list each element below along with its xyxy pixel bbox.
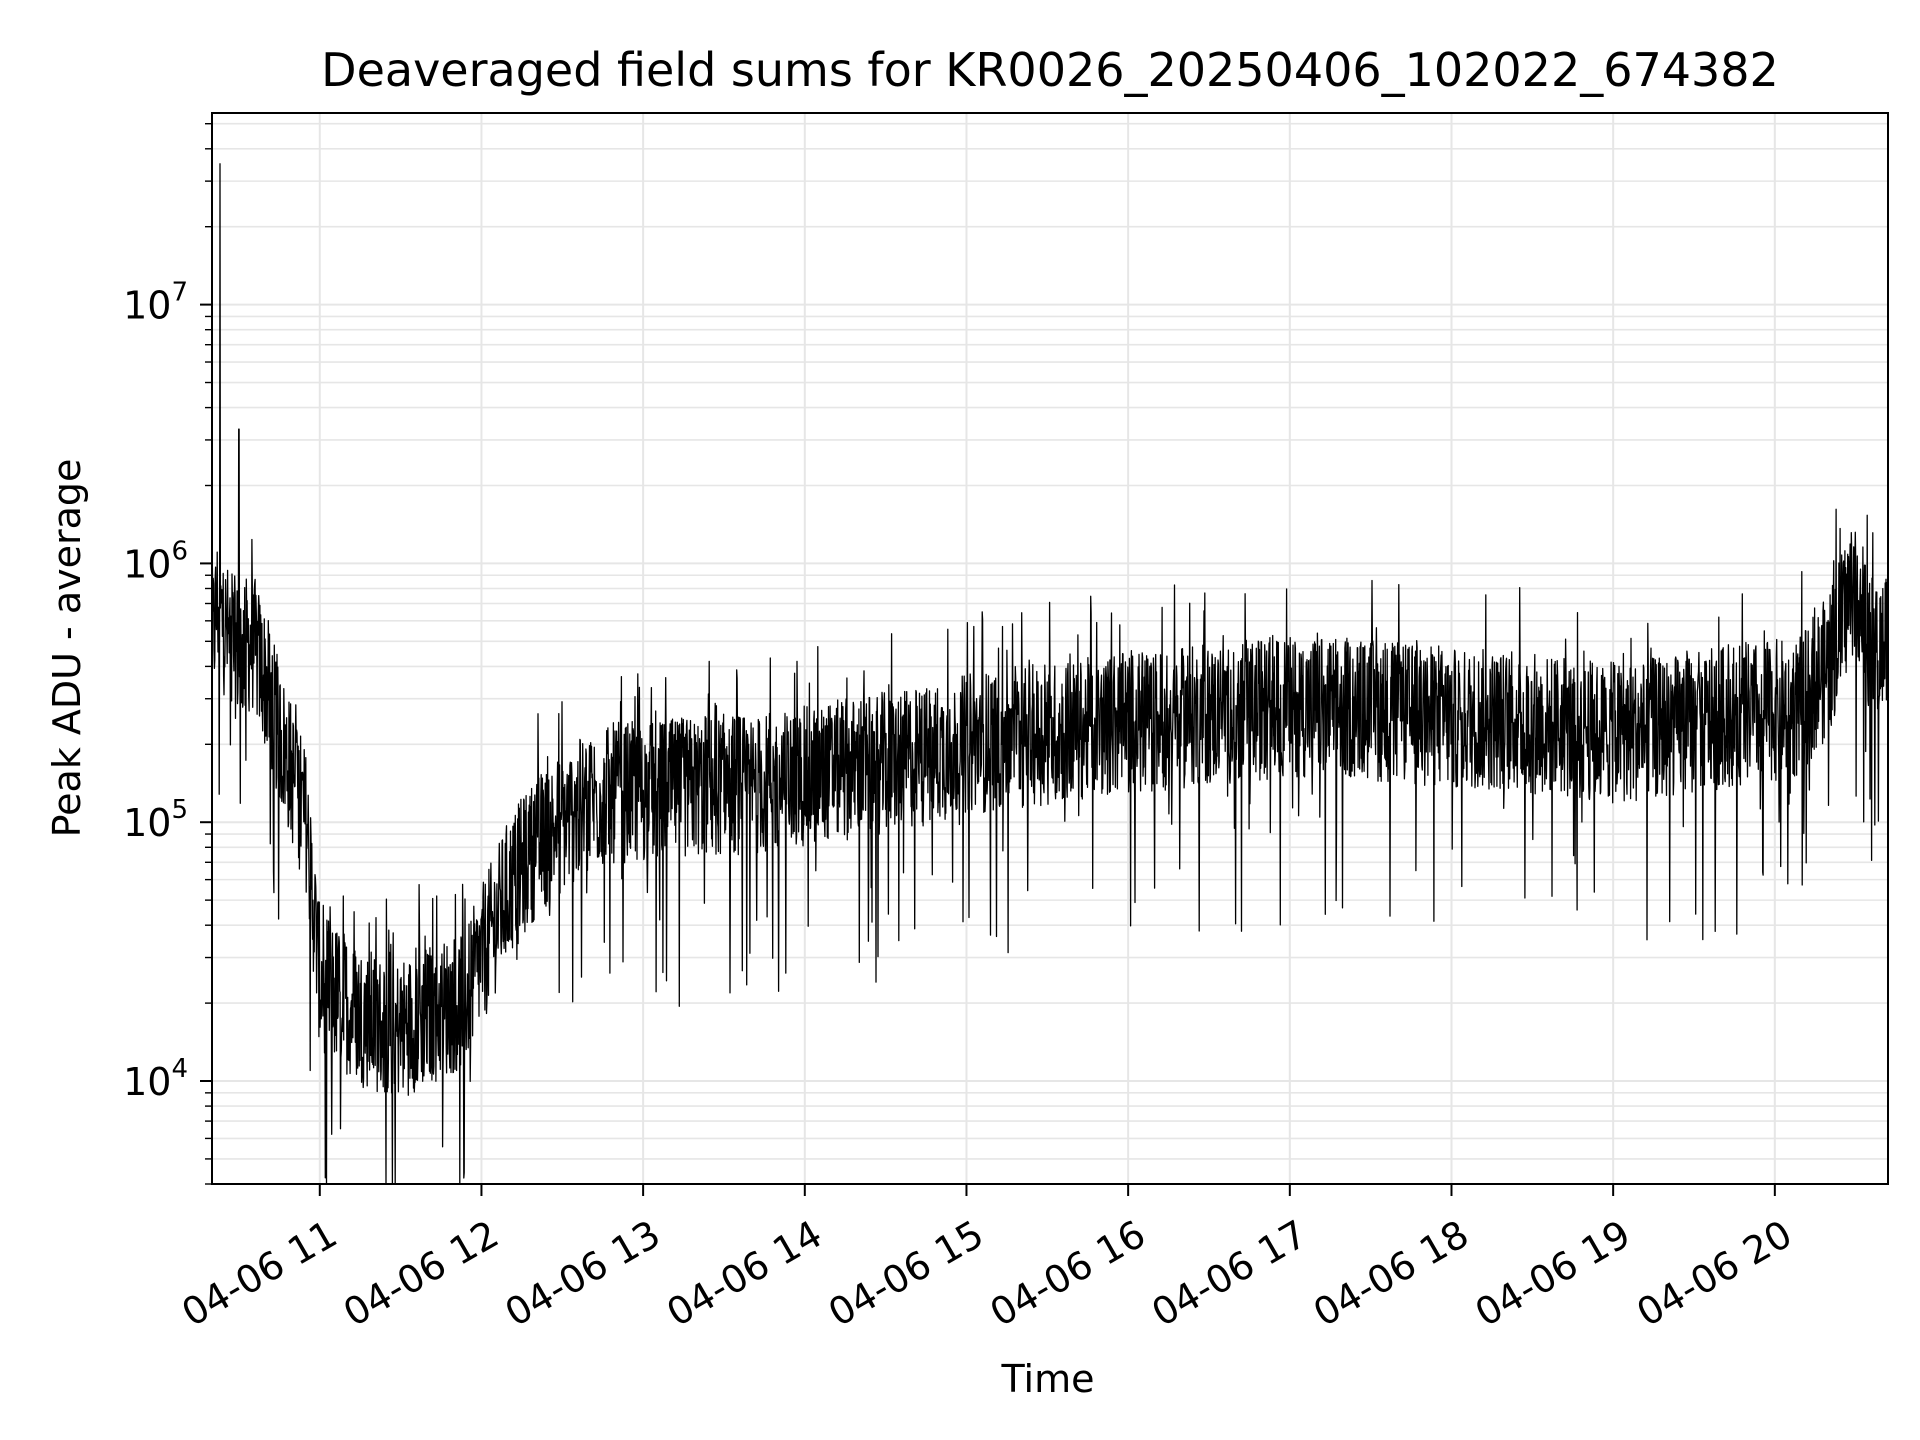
series-line [211, 163, 1889, 1185]
x-tick-label: 04-06 20 [1629, 1212, 1799, 1336]
y-tick-label: 105 [123, 795, 188, 845]
x-tick-label: 04-06 13 [498, 1212, 668, 1336]
y-tick-label: 104 [123, 1054, 188, 1104]
x-tick-label: 04-06 15 [821, 1212, 991, 1336]
y-axis-label: Peak ADU - average [45, 459, 89, 838]
x-tick-label: 04-06 12 [336, 1212, 506, 1336]
x-tick-label: 04-06 18 [1306, 1212, 1476, 1336]
plot-frame [211, 112, 1889, 1185]
x-tick-label: 04-06 11 [174, 1212, 344, 1336]
x-tick-label: 04-06 14 [659, 1212, 829, 1336]
x-tick-label: 04-06 19 [1468, 1212, 1638, 1336]
chart-title: Deaveraged field sums for KR0026_2025040… [321, 43, 1779, 97]
y-tick-label: 106 [123, 536, 188, 586]
y-axis: 104 105 106 107 [123, 123, 212, 1185]
x-axis-label: Time [1001, 1357, 1095, 1401]
x-tick-label: 04-06 16 [983, 1212, 1153, 1336]
x-tick-label: 04-06 17 [1144, 1212, 1314, 1336]
y-tick-label: 107 [123, 278, 188, 328]
